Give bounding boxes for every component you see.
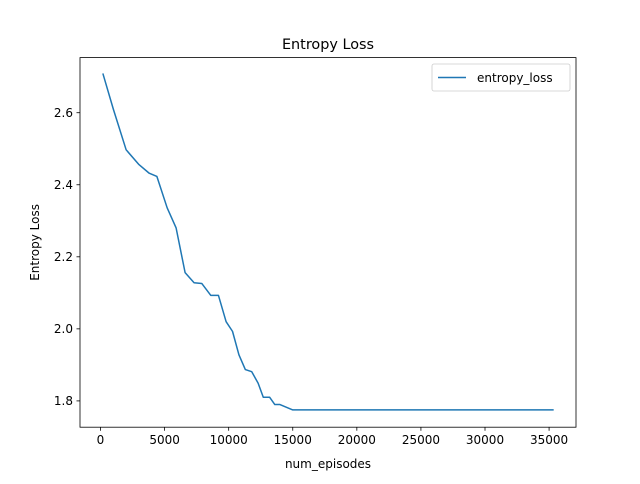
x-tick-label: 30000	[466, 433, 504, 447]
y-tick-label: 2.4	[54, 178, 73, 192]
x-axis-ticks: 0 5000 10000 15000 20000 25000 30000 35000	[97, 427, 568, 447]
x-tick-label: 35000	[530, 433, 568, 447]
series-line-entropy-loss	[102, 73, 554, 411]
x-tick-label: 10000	[210, 433, 248, 447]
x-tick-label: 5000	[149, 433, 180, 447]
legend-box	[431, 63, 571, 92]
series-layer	[102, 73, 554, 411]
x-tick-label: 15000	[274, 433, 312, 447]
legend: entropy_loss	[431, 63, 571, 92]
x-tick-label: 20000	[338, 433, 376, 447]
y-axis-ticks: 1.8 2.0 2.2 2.4 2.6	[54, 106, 80, 408]
chart-title: Entropy Loss	[282, 37, 374, 53]
y-tick-label: 2.2	[54, 250, 73, 264]
x-tick-label: 0	[97, 433, 105, 447]
plot-frame	[79, 57, 577, 428]
x-tick-label: 25000	[402, 433, 440, 447]
legend-label-entropy-loss: entropy_loss	[477, 71, 553, 85]
y-tick-label: 2.0	[54, 322, 73, 336]
y-tick-label: 2.6	[54, 106, 73, 120]
x-axis-label: num_episodes	[285, 457, 371, 471]
y-axis-label: Entropy Loss	[28, 204, 42, 281]
y-tick-label: 1.8	[54, 394, 73, 408]
